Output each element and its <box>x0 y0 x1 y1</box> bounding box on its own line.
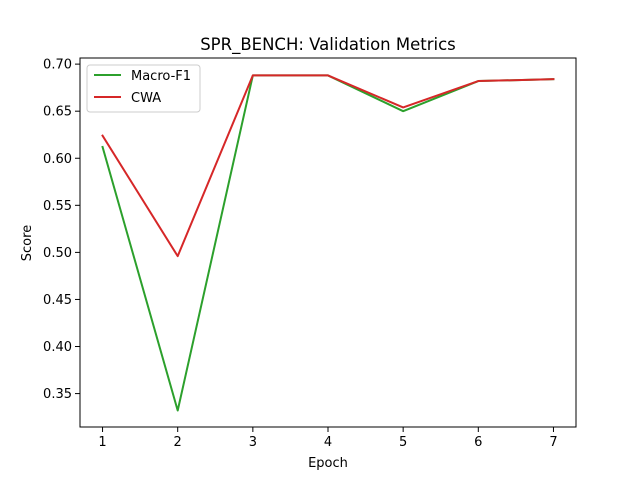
x-tick-label: 3 <box>249 435 257 450</box>
legend-label-macro-f1: Macro-F1 <box>131 69 191 84</box>
x-tick-label: 5 <box>399 435 407 450</box>
series-line-cwa <box>101 74 555 258</box>
axis-ticks: 1 2 3 4 5 6 7 0.35 0.40 0.45 0.50 0.55 0.60 0.65 0.70 <box>43 58 558 450</box>
y-tick-label: 0.60 <box>43 152 72 167</box>
x-tick-label: 1 <box>98 435 106 450</box>
series-lines <box>101 74 555 412</box>
legend-label-cwa: CWA <box>131 91 161 106</box>
y-tick-label: 0.65 <box>43 105 72 120</box>
x-tick-label: 7 <box>549 435 557 450</box>
y-axis-label: Score <box>20 225 35 261</box>
chart-title: SPR_BENCH: Validation Metrics <box>200 35 456 55</box>
x-tick-label: 4 <box>324 435 332 450</box>
plot-frame <box>79 57 577 428</box>
y-tick-label: 0.45 <box>43 293 72 308</box>
y-tick-label: 0.50 <box>43 246 72 261</box>
y-tick-label: 0.40 <box>43 340 72 355</box>
y-tick-label: 0.70 <box>43 58 72 73</box>
y-tick-label: 0.35 <box>43 387 72 402</box>
legend-box <box>86 64 201 113</box>
x-axis-label: Epoch <box>308 456 348 471</box>
x-tick-label: 6 <box>474 435 482 450</box>
legend: Macro-F1 CWA <box>86 64 201 113</box>
x-tick-label: 2 <box>174 435 182 450</box>
y-tick-label: 0.55 <box>43 199 72 214</box>
